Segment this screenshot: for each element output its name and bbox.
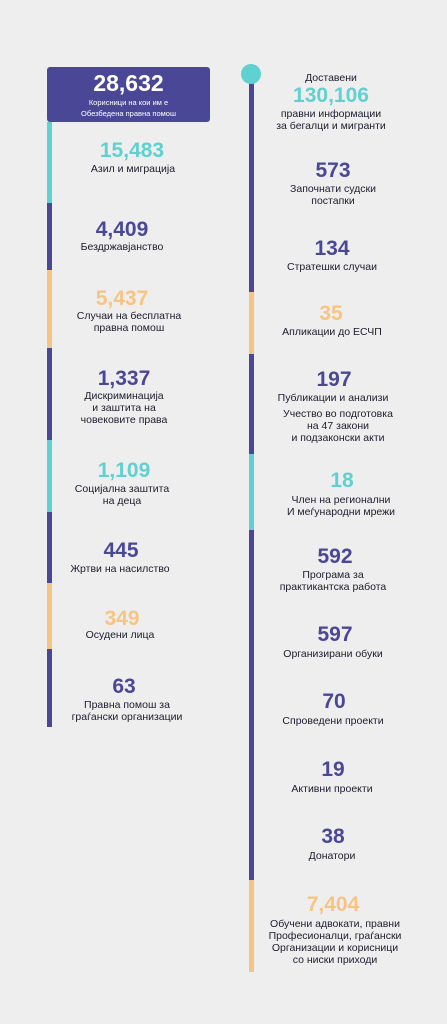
stat-label-civil-orgs: Правна помош за граѓански организации xyxy=(71,699,183,723)
stat-value-internship: 592 xyxy=(317,545,353,568)
stat-label-internship: Програма за практикантска работа xyxy=(279,569,387,593)
stat-value-strategic: 134 xyxy=(314,237,350,260)
stat-label-trainings: Организирани обуки xyxy=(283,648,383,660)
stat-label-trained: Обучени адвокати, правни Професионалци, … xyxy=(268,918,402,966)
left-timeline-segment-convicts xyxy=(47,583,52,649)
stat-label-court-cases: Започнати судски постапки xyxy=(290,183,376,207)
left-timeline-segment-statelessness xyxy=(47,203,52,270)
stat-label-echr: Апликации до ЕСЧП xyxy=(282,326,382,338)
right-timeline-segment-court xyxy=(249,150,254,220)
stat-label-violence-victims: Жртви на насилство xyxy=(70,563,170,575)
stat-value-implemented-projects: 70 xyxy=(322,690,346,713)
stat-value-echr: 35 xyxy=(319,302,343,325)
stat-value-free-legal-aid: 5,437 xyxy=(95,287,149,310)
stat-label-active-projects: Активни проекти xyxy=(291,783,373,795)
stat-label-networks: Член на регионални И меѓународни мрежи xyxy=(286,494,396,518)
left-timeline-segment-discrimination xyxy=(47,348,52,440)
left-timeline-segment-child-protection xyxy=(47,440,52,512)
timeline-start-dot xyxy=(241,64,261,84)
stat-label-convicts: Осудени лица xyxy=(85,629,155,641)
left-timeline-segment-asylum xyxy=(47,122,52,203)
stat-value-trainings: 597 xyxy=(317,623,353,646)
stat-label-discrimination: Дискриминација и заштита на човековите п… xyxy=(80,390,168,426)
right-timeline-segment-trained xyxy=(249,880,254,972)
stat-value-networks: 18 xyxy=(330,469,354,492)
header-subtitle: Корисници на кои им е Обезбедена правна … xyxy=(81,98,176,118)
right-timeline-segment-top xyxy=(249,82,254,150)
stat-value-convicts: 349 xyxy=(104,607,140,630)
stat-value-statelessness: 4,409 xyxy=(95,218,149,241)
right-timeline-segment-publications xyxy=(249,354,254,454)
stat-value-court-cases: 573 xyxy=(315,159,351,182)
stat-label-strategic: Стратешки случаи xyxy=(287,261,377,273)
stat-value-asylum: 15,483 xyxy=(99,139,165,162)
stat-value-discrimination: 1,337 xyxy=(97,367,151,390)
stat-label-free-legal-aid: Случаи на бесплатна правна помош xyxy=(76,310,182,334)
header-total-value: 28,632 xyxy=(93,70,164,96)
stat-label-asylum: Азил и миграција xyxy=(90,163,176,175)
stat-value-trained: 7,404 xyxy=(306,893,360,916)
stat-label-laws: Учество во подготовка на 47 закони и под… xyxy=(283,408,393,444)
left-timeline-segment-violence-victims xyxy=(47,512,52,583)
stat-label-statelessness: Бездржавјанство xyxy=(80,241,164,253)
stat-value-legal-info: 130,106 xyxy=(293,84,369,107)
stat-value-civil-orgs: 63 xyxy=(112,675,136,698)
right-timeline-segment-echr xyxy=(249,292,254,354)
left-timeline-segment-free-legal-aid xyxy=(47,270,52,348)
right-timeline-segment-networks xyxy=(249,454,254,530)
stat-value-donors: 38 xyxy=(321,825,345,848)
stat-label-implemented-projects: Спроведени проекти xyxy=(282,715,384,727)
right-timeline-segment-strategic xyxy=(249,220,254,292)
left-timeline-segment-civil-orgs xyxy=(47,649,52,727)
stat-label-legal-info: правни информации за бегалци и мигранти xyxy=(276,108,386,132)
delivered-label: Доставени xyxy=(305,72,357,84)
stat-value-child-protection: 1,109 xyxy=(97,459,151,482)
stat-value-publications: 197 xyxy=(316,368,352,391)
right-timeline-segment-internship xyxy=(249,530,254,880)
stat-value-active-projects: 19 xyxy=(321,758,345,781)
header-box: 28,632 Корисници на кои им е Обезбедена … xyxy=(47,67,210,122)
stat-label-child-protection: Социјална заштита на деца xyxy=(74,483,170,507)
stat-label-publications: Публикации и анализи xyxy=(277,392,389,404)
stat-value-violence-victims: 445 xyxy=(103,539,139,562)
stat-label-donors: Донатори xyxy=(308,850,356,862)
